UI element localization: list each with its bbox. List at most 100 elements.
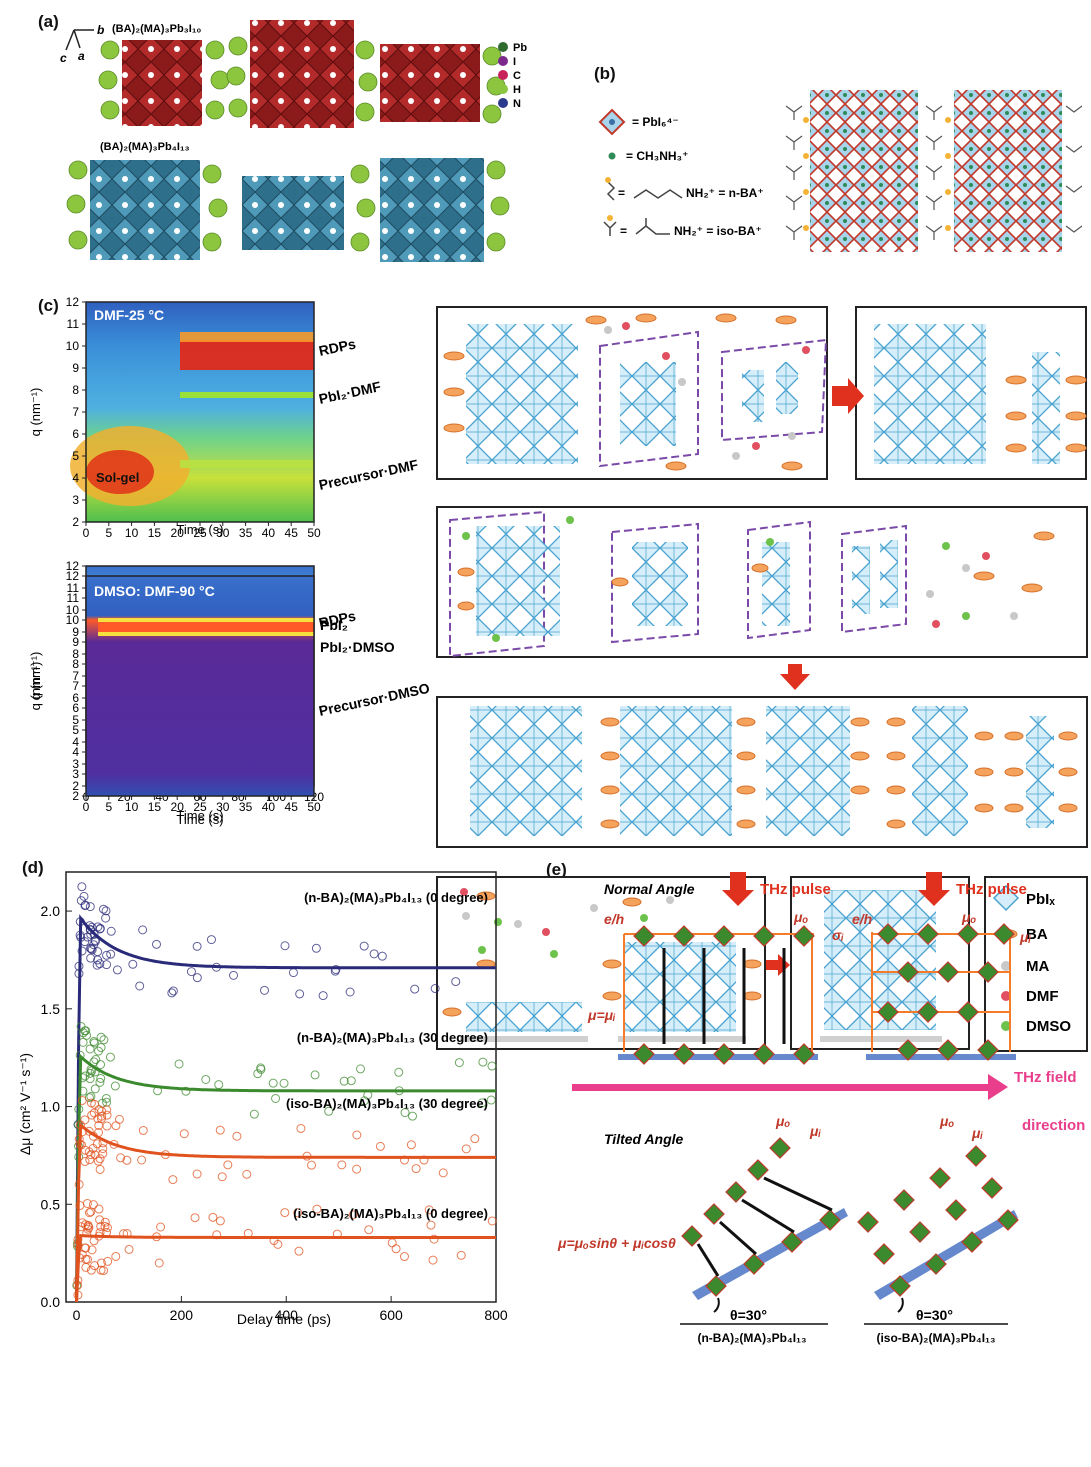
element-legend-n: N — [498, 98, 521, 110]
series-point — [312, 1204, 322, 1214]
schematic-row-2 — [436, 506, 1088, 658]
series-point — [78, 1073, 88, 1083]
series-point — [90, 1261, 100, 1271]
series-point — [232, 1131, 242, 1141]
heatmap-y-tick-label: 9 — [72, 635, 79, 649]
heatmap-y-tick-label: 7 — [72, 405, 79, 419]
panel-d-label: (d) — [22, 858, 44, 877]
series-point — [86, 1092, 96, 1102]
schematic-row-4a — [436, 876, 766, 1050]
series-point — [339, 1076, 349, 1086]
series-point — [87, 945, 97, 955]
panel-e-label: (e) — [546, 860, 567, 879]
series-point — [111, 1251, 121, 1261]
chart-x-tick-label: 800 — [484, 1307, 508, 1323]
heatmap-xlabel: Time (s) — [176, 522, 223, 537]
series-point — [478, 1057, 488, 1067]
chart-x-tick-label: 0 — [73, 1307, 81, 1323]
series-point — [75, 1139, 85, 1149]
tilted-angle-label: Tilted Angle — [604, 1131, 684, 1147]
heatmap-y-tick-label: 12 — [66, 569, 80, 583]
heatmap-y-tick-label: 7 — [72, 669, 79, 683]
series-point — [74, 1134, 84, 1144]
series-point — [98, 1144, 108, 1154]
series-point — [98, 1138, 108, 1148]
series-point — [112, 965, 122, 975]
series-point — [87, 1066, 97, 1076]
series-label: (iso-BA)₂(MA)₃Pb₄I₁₃ (0 degree) — [293, 1206, 488, 1221]
svg-text:= CH₃NH₃⁺: = CH₃NH₃⁺ — [626, 149, 688, 163]
chart-frame — [65, 871, 497, 1303]
heatmap-x-tick-label: 50 — [307, 526, 321, 540]
series-point — [105, 1052, 115, 1062]
heatmap-x-tick-label: 5 — [105, 800, 112, 814]
heatmap-y-tick-label: 7 — [72, 679, 79, 693]
theta-label-left: θ=30° — [730, 1307, 767, 1323]
thz-schematic: Normal Angle THz pulse THz pulse e/h μₒ … — [557, 872, 1085, 1345]
series-point — [102, 950, 112, 960]
series-point — [356, 1064, 366, 1074]
legend-item-pbix: PbIₓ — [992, 884, 1055, 912]
series-point — [470, 1134, 480, 1144]
caption-n-ba: (n-BA)₂(MA)₃Pb₄I₁₃ — [697, 1331, 806, 1345]
series-point — [168, 1175, 178, 1185]
heatmap-y-tick-label: 12 — [66, 296, 80, 309]
series-point — [280, 941, 290, 951]
series-point — [486, 1095, 496, 1105]
caption-iso-ba: (iso-BA)₂(MA)₃Pb₄I₁₃ — [876, 1331, 995, 1345]
svg-text:μᵢ: μᵢ — [1019, 929, 1031, 945]
tilted-n-ba-structure: μₒ μᵢ — [681, 1113, 848, 1300]
heatmap-x-tick-label: 0 — [83, 526, 90, 540]
svg-text:μₒ: μₒ — [939, 1113, 954, 1129]
series-point — [138, 925, 148, 935]
series-point — [85, 1155, 95, 1165]
series-point — [102, 1105, 112, 1115]
chart-y-tick-label: 2.0 — [41, 903, 61, 919]
series-point — [424, 1205, 434, 1215]
series-point — [73, 1234, 83, 1244]
series-point — [190, 1213, 200, 1223]
series-point — [156, 1222, 166, 1232]
series-point — [408, 1111, 418, 1121]
series-point — [229, 970, 239, 980]
chart-y-tick-label: 0.0 — [41, 1294, 61, 1310]
series-point — [90, 1067, 100, 1077]
series-point — [302, 1151, 312, 1161]
series-point — [74, 961, 84, 971]
series-point — [109, 1139, 119, 1149]
heatmap-annotation: RDPs — [317, 607, 357, 630]
series-point — [95, 1164, 105, 1174]
series-point — [101, 1093, 111, 1103]
series-point — [160, 1150, 170, 1160]
element-legend-pb: Pb — [498, 42, 527, 54]
series-point — [152, 1232, 162, 1242]
heatmap-x-tick-label: 40 — [262, 800, 276, 814]
series-point — [406, 1140, 416, 1150]
series-point — [430, 984, 440, 994]
series-point — [128, 959, 138, 969]
series-point — [94, 1204, 104, 1214]
chart-y-tick-label: 1.5 — [41, 1001, 61, 1017]
series-point — [85, 925, 95, 935]
series-point — [84, 1208, 94, 1218]
svg-text:b: b — [97, 23, 104, 37]
svg-text:μ=μᵢ: μ=μᵢ — [587, 1007, 616, 1023]
heatmap-y-tick-label: 8 — [72, 657, 79, 671]
heatmap-annotation: PbI₂·DMSO — [320, 639, 395, 655]
crystal-structure-figure: b c a (BA)₂(MA)₃Pb₃I₁₀ (BA)₂(MA)₃Pb₄I₁₃ — [60, 20, 510, 262]
series-point — [477, 1098, 487, 1108]
series-point — [243, 1228, 253, 1238]
series-label: (n-BA)₂(MA)₃Pb₄I₁₃ (0 degree) — [304, 890, 488, 905]
structure-n3 — [98, 20, 506, 128]
heatmap-y-tick-label: 10 — [66, 603, 80, 617]
series-point — [87, 1110, 97, 1120]
series-point — [332, 1229, 342, 1239]
series-point — [82, 1228, 92, 1238]
series-point — [206, 935, 216, 945]
element-legend-h: H — [498, 84, 521, 96]
series-point — [487, 1061, 497, 1071]
heatmap-y-tick-label: 10 — [66, 339, 80, 353]
n-ba-legend-item: = NH₂⁺ = n-BA⁺ — [605, 177, 764, 201]
series-point — [96, 1073, 106, 1083]
normal-n-ba-structure: e/h μₒ σᵢ μ=μᵢ — [587, 909, 844, 1065]
